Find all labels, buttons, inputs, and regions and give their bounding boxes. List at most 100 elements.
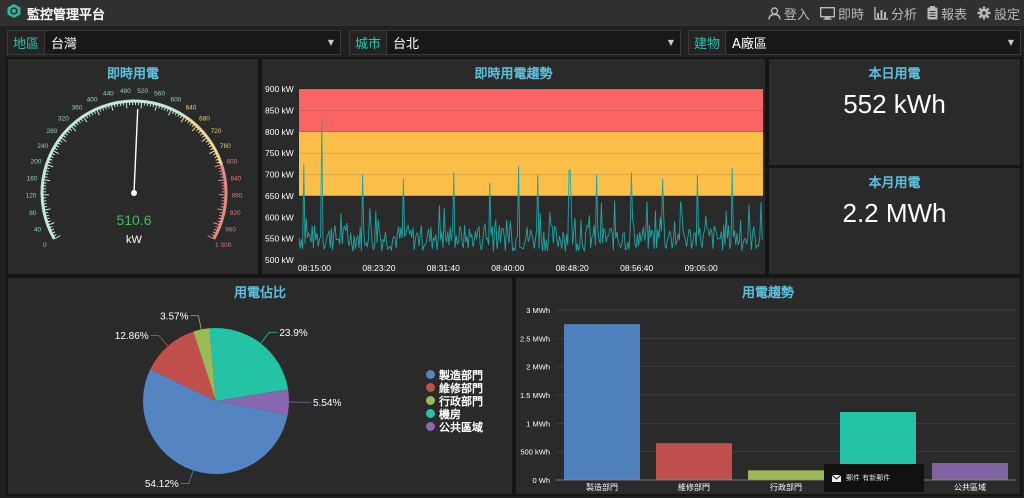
daily-panel: 本日用電 552 kWh	[767, 57, 1022, 167]
threshold-band	[299, 89, 763, 132]
gauge-tick-label: 680	[199, 115, 210, 122]
gauge-tick	[191, 124, 195, 128]
gauge-tick	[46, 217, 50, 220]
gauge-tick	[168, 109, 172, 116]
gauge-tick	[214, 228, 218, 231]
gauge-tick	[54, 147, 58, 151]
gauge-tick-label: 720	[211, 128, 222, 135]
clipboard-icon	[927, 6, 938, 20]
pie-slice[interactable]	[209, 328, 289, 401]
x-tick-label: 08:48:20	[556, 263, 589, 273]
legend-item[interactable]: 維修部門	[426, 381, 483, 395]
pie-data-label: 54.12%	[145, 479, 179, 490]
gauge-tick	[44, 176, 48, 178]
gauge-tick	[213, 153, 217, 156]
building-select[interactable]: 建物 A廠區 ▼	[688, 30, 1021, 55]
gauge-tick-label: 160	[27, 175, 38, 182]
gauge-tick	[54, 235, 61, 239]
gauge-tick	[125, 102, 128, 109]
gauge-tick	[219, 173, 224, 175]
x-tick-label: 08:31:40	[427, 263, 460, 273]
gauge-tick	[209, 150, 215, 155]
gauge-tick	[152, 104, 155, 108]
gauge-tick	[83, 116, 88, 123]
gauge-tick	[180, 116, 185, 123]
x-tick-label: 08:56:40	[620, 263, 653, 273]
gauge-tick	[218, 217, 222, 220]
legend-swatch	[426, 383, 435, 392]
y-tick-label: 700 kW	[265, 170, 294, 180]
pie-slice[interactable]	[193, 328, 216, 401]
legend-item[interactable]: 機房	[426, 407, 483, 421]
pie-slice[interactable]	[142, 369, 288, 474]
legend-label: 製造部門	[439, 368, 483, 382]
brand[interactable]: 監控管理平台	[6, 3, 105, 23]
pie-data-label: 5.54%	[313, 398, 341, 409]
pie-leader-line	[150, 335, 169, 347]
gear-icon	[977, 6, 991, 20]
x-tick-label: 08:40:00	[491, 263, 524, 273]
usage-title: 用電趨勢	[741, 286, 794, 301]
bar[interactable]	[564, 324, 640, 480]
gauge-tick	[166, 108, 169, 112]
region-select[interactable]: 地區 台灣 ▼	[7, 30, 341, 55]
gauge-tick	[212, 231, 216, 234]
y-tick-label: 3 MWh	[526, 306, 550, 315]
mail-notification[interactable]: 郵件 有新郵件	[824, 464, 924, 492]
gauge-tick-label: 200	[31, 159, 42, 166]
gauge-tick-label: 360	[72, 105, 83, 112]
gauge-tick	[214, 155, 218, 159]
nav-settings[interactable]: 設定	[977, 4, 1020, 23]
legend-item[interactable]: 製造部門	[426, 368, 483, 382]
gauge-tick	[50, 228, 54, 231]
legend-item[interactable]: 公共區域	[426, 420, 483, 434]
gauge-tick	[198, 130, 201, 134]
x-tick-label: 公共區域	[954, 482, 986, 492]
gauge-tick	[75, 122, 79, 126]
city-value: 台北	[393, 37, 420, 52]
gauge-tick	[184, 118, 188, 122]
pie-slice[interactable]	[150, 331, 216, 401]
legend-item[interactable]: 行政部門	[426, 394, 483, 408]
gauge-tick	[179, 115, 183, 119]
gauge-tick	[105, 106, 107, 110]
region-label: 地區	[8, 31, 46, 54]
bar[interactable]	[656, 443, 732, 480]
gauge-tick	[53, 150, 59, 155]
gauge-tick	[52, 231, 56, 234]
gauge-tick	[57, 142, 61, 146]
gauge-tick	[43, 179, 50, 182]
y-tick-label: 1 MWh	[526, 419, 550, 428]
gauge-tick	[219, 214, 223, 217]
pie-slice[interactable]	[216, 389, 289, 415]
y-tick-label: 600 kW	[265, 212, 294, 222]
pie-leader-line	[260, 331, 278, 344]
gauge-tick	[61, 137, 67, 143]
bar[interactable]	[932, 463, 1008, 480]
y-tick-label: 0 Wh	[532, 476, 550, 485]
gauge-tick	[191, 126, 197, 132]
daily-value: 552 kWh	[843, 89, 946, 119]
gauge-tick	[215, 225, 219, 229]
x-tick-label: 行政部門	[770, 482, 802, 492]
gauge-tick	[93, 110, 96, 115]
gauge-tick-label: 960	[225, 226, 236, 233]
gauge-tick	[158, 105, 161, 109]
pie-data-label: 23.9%	[279, 328, 307, 339]
nav-realtime[interactable]: 即時	[819, 4, 864, 23]
bar[interactable]	[748, 470, 824, 480]
city-select[interactable]: 城市 台北 ▼	[349, 30, 681, 55]
nav-analysis[interactable]: 分析	[874, 4, 917, 23]
gauge-tick	[217, 208, 224, 211]
gauge-value: 510.6	[116, 212, 151, 228]
gauge-tick	[161, 106, 163, 110]
nav-report[interactable]: 報表	[927, 4, 967, 23]
y-tick-label: 650 kW	[265, 191, 294, 201]
chevron-down-icon: ▼	[667, 38, 674, 47]
gauge-tick	[46, 167, 50, 170]
gauge-tick	[200, 132, 203, 136]
x-tick-label: 維修部門	[678, 482, 710, 492]
nav-login[interactable]: 登入	[768, 4, 810, 23]
gauge-tick	[48, 161, 52, 164]
